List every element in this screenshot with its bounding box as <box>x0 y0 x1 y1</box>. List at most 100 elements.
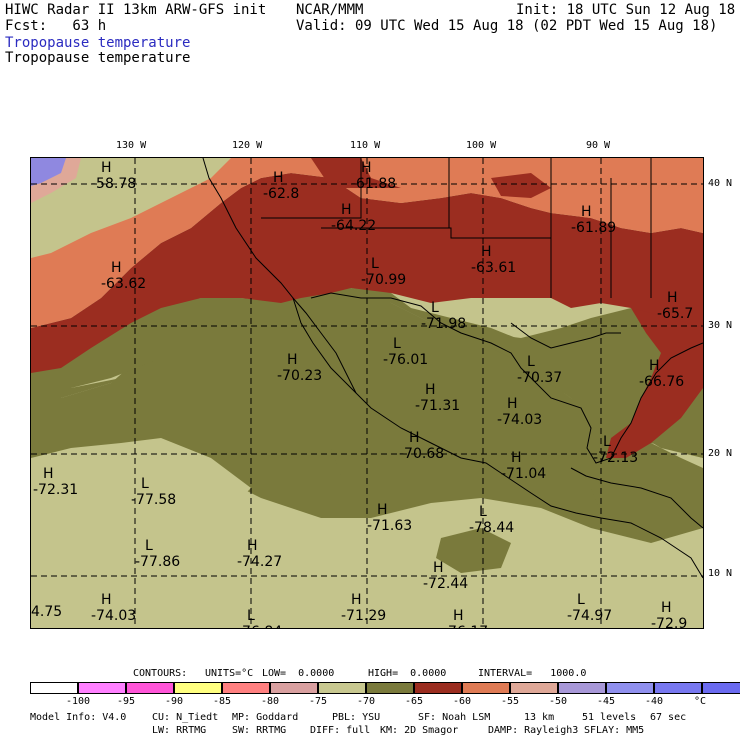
extremum-value: -66.76 <box>639 374 684 390</box>
extremum-value: -70.68 <box>399 446 444 462</box>
legend-tick-label: -55 <box>500 696 520 707</box>
extremum-value: -74.03 <box>497 412 542 428</box>
contours-label: CONTOURS: <box>133 668 188 679</box>
header-model-title: HIWC Radar II 13km ARW-GFS init <box>5 2 267 18</box>
high-marker: H <box>101 592 112 608</box>
extremum-value: -74.27 <box>237 554 282 570</box>
extremum-value: -70.99 <box>361 272 406 288</box>
high-marker: H <box>581 204 592 220</box>
legend-tick-label: -70 <box>356 696 376 707</box>
legend-tick-label: -90 <box>164 696 184 707</box>
extremum-value: -71.29 <box>341 608 386 624</box>
field-title-color: Tropopause temperature <box>5 35 191 51</box>
lat-label-40n: 40 N <box>708 178 733 189</box>
lon-label-90w: 90 W <box>586 140 611 151</box>
low-marker: L <box>145 538 153 554</box>
footer-mp: MP: Goddard <box>232 712 299 723</box>
extremum-value: -77.58 <box>131 492 176 508</box>
extremum-value: -78.44 <box>469 520 514 536</box>
field-title-contour: Tropopause temperature <box>5 50 191 66</box>
legend-tick-label: -75 <box>308 696 328 707</box>
high-marker: H <box>649 358 660 374</box>
legend-tick-label: -40 <box>644 696 664 707</box>
legend-swatch <box>270 682 318 694</box>
low-marker: L <box>371 256 379 272</box>
extremum-value: -71.31 <box>415 398 460 414</box>
extremum-value: -58.78 <box>91 176 136 192</box>
legend-unit: °C <box>693 696 707 707</box>
tropopause-temperature-map: H-58.78 H-62.8H-61.88H-64.22H-63.61H-61.8… <box>30 157 704 629</box>
legend-swatch <box>30 682 78 694</box>
footer-levels: 51 levels <box>582 712 637 723</box>
lon-label-100w: 100 W <box>466 140 497 151</box>
header-source: NCAR/MMM <box>296 2 364 18</box>
high-marker: H <box>453 608 464 624</box>
high-marker: H <box>409 430 420 446</box>
high-marker: H <box>361 160 372 176</box>
high-label: HIGH= 0.0000 <box>368 668 447 679</box>
high-marker: H <box>341 202 352 218</box>
legend-swatch <box>78 682 126 694</box>
high-marker: H <box>111 260 122 276</box>
high-marker: H <box>273 170 284 186</box>
extremum-value: -61.88 <box>351 176 396 192</box>
low-marker: L <box>603 434 611 450</box>
extremum-value: -70.37 <box>517 370 562 386</box>
high-marker: H <box>667 290 678 306</box>
low-marker: L <box>247 608 255 624</box>
footer-model-info: Model Info: V4.0 <box>30 712 127 723</box>
footer-pbl: PBL: YSU <box>332 712 381 723</box>
header-forecast-hour: Fcst: 63 h <box>5 18 107 34</box>
extremum-value: -72.44 <box>423 576 468 592</box>
legend-tick-label: -95 <box>116 696 136 707</box>
footer-sflay: SFLAY: MM5 <box>584 725 645 736</box>
extremum-value: -70.23 <box>277 368 322 384</box>
extremum-value: -76.01 <box>383 352 428 368</box>
extremum-value: -74.03 <box>91 608 136 624</box>
lon-label-120w: 120 W <box>232 140 263 151</box>
footer-sf: SF: Noah LSM <box>418 712 491 723</box>
extremum-value: -72.13 <box>593 450 638 466</box>
legend-tick-label: -80 <box>260 696 280 707</box>
units-label: UNITS=°C <box>205 668 254 679</box>
footer-cu: CU: N_Tiedt <box>152 712 219 723</box>
high-marker: H <box>433 560 444 576</box>
extremum-value: -71.04 <box>501 466 546 482</box>
extremum-value: -76.84 <box>237 624 282 629</box>
low-marker: L <box>479 504 487 520</box>
lat-label-10n: 10 N <box>708 568 733 579</box>
extremum-value: -65.7 <box>657 306 693 322</box>
legend-swatch <box>606 682 654 694</box>
legend-tick-label: -100 <box>65 696 91 707</box>
legend-swatch <box>462 682 510 694</box>
lat-label-30n: 30 N <box>708 320 733 331</box>
high-marker: H <box>247 538 258 554</box>
extremum-value: -63.62 <box>101 276 146 292</box>
high-marker: H <box>43 466 54 482</box>
high-marker: H <box>481 244 492 260</box>
low-marker: L <box>393 336 401 352</box>
extremum-value: -64.22 <box>331 218 376 234</box>
extremum-value: -71.98 <box>421 316 466 332</box>
extremum-value: -77.86 <box>135 554 180 570</box>
legend-tick-label: -60 <box>452 696 472 707</box>
legend-swatch <box>366 682 414 694</box>
footer-time-step: 67 sec <box>650 712 687 723</box>
high-marker: H <box>377 502 388 518</box>
footer-resolution: 13 km <box>524 712 555 723</box>
high-marker: H <box>101 160 112 176</box>
high-marker: H <box>511 450 522 466</box>
legend-swatch <box>558 682 606 694</box>
extremum-value: -76.17 <box>443 624 488 629</box>
footer-km: KM: 2D Smagor <box>380 725 459 736</box>
legend-swatch <box>174 682 222 694</box>
marker-layer: H-58.78 H-62.8H-61.88H-64.22H-63.61H-61.8… <box>31 160 693 629</box>
lon-label-130w: 130 W <box>116 140 147 151</box>
extremum-value: -61.89 <box>571 220 616 236</box>
low-label: LOW= 0.0000 <box>262 668 335 679</box>
high-marker: H <box>351 592 362 608</box>
low-marker: L <box>141 476 149 492</box>
legend-swatch <box>318 682 366 694</box>
high-marker: H <box>287 352 298 368</box>
high-marker: H <box>661 600 672 616</box>
